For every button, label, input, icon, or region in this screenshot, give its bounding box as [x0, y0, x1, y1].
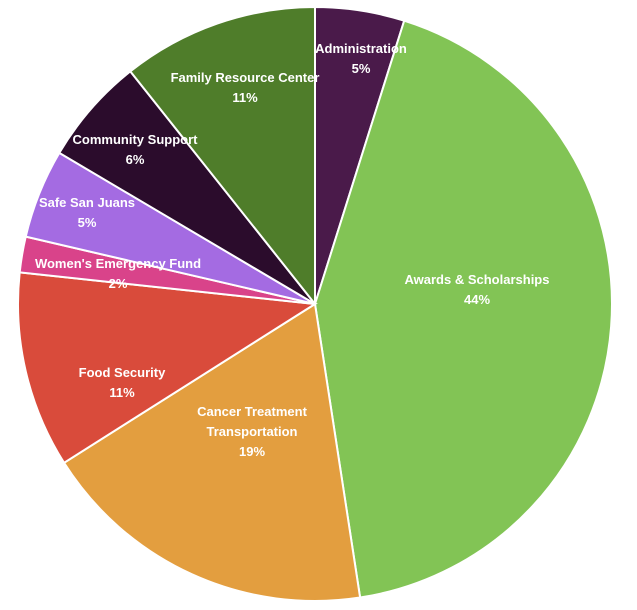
slice-category-label: Awards & Scholarships — [405, 272, 550, 287]
slice-value-label: 5% — [78, 215, 97, 230]
slice-label-cancer-treatment-transportation: Cancer Treatment Transportation 19% — [197, 404, 307, 459]
slice-category-label: Transportation — [206, 424, 297, 439]
pie-slice-cancer-treatment-transportation — [62, 302, 362, 602]
slice-value-label: 2% — [109, 276, 128, 291]
slice-label-family-resource-center: Family Resource Center 11% — [171, 70, 320, 105]
slice-value-label: 11% — [109, 385, 135, 400]
slice-label-food-security: Food Security 11% — [79, 365, 166, 400]
slice-category-label: Cancer Treatment — [197, 404, 307, 419]
pie-slice-food-security — [17, 271, 318, 465]
slice-value-label: 6% — [126, 152, 145, 167]
slice-label-administration: Administration 5% — [315, 41, 407, 76]
slice-label-community-support: Community Support 6% — [73, 132, 199, 167]
slice-category-label: Community Support — [73, 132, 199, 147]
slice-label-women-s-emergency-fund: Women's Emergency Fund 2% — [35, 256, 201, 291]
slice-label-awards-and-scholarships: Awards & Scholarships 44% — [405, 272, 550, 307]
pie-labels: Administration 5% Awards & Scholarships 44%… — [35, 41, 550, 459]
slice-category-label: Family Resource Center — [171, 70, 320, 85]
slice-value-label: 44% — [464, 292, 490, 307]
slice-category-label: Women's Emergency Fund — [35, 256, 201, 271]
slice-value-label: 11% — [232, 90, 258, 105]
pie-slices — [17, 5, 613, 602]
slice-category-label: Food Security — [79, 365, 166, 380]
slice-label-safe-san-juans: Safe San Juans 5% — [39, 195, 135, 230]
slice-category-label: Administration — [315, 41, 407, 56]
slice-value-label: 19% — [239, 444, 265, 459]
slice-category-label: Safe San Juans — [39, 195, 135, 210]
pie-slice-family-resource-center — [128, 5, 316, 307]
pie-slice-awards-and-scholarships — [313, 19, 613, 599]
slice-value-label: 5% — [352, 61, 371, 76]
